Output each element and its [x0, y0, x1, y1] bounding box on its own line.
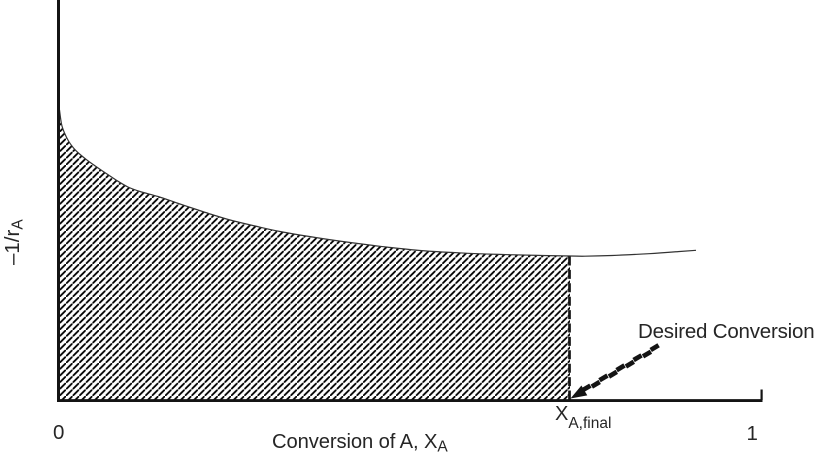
- svg-text:0: 0: [53, 421, 64, 444]
- svg-text:1: 1: [747, 422, 758, 445]
- svg-text:Desired Conversion: Desired Conversion: [638, 320, 814, 343]
- svg-text:Conversion of A, XA: Conversion of A, XA: [272, 431, 448, 453]
